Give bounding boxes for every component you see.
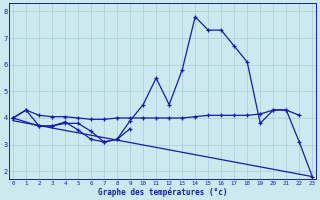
X-axis label: Graphe des températures (°c): Graphe des températures (°c) [98, 187, 228, 197]
